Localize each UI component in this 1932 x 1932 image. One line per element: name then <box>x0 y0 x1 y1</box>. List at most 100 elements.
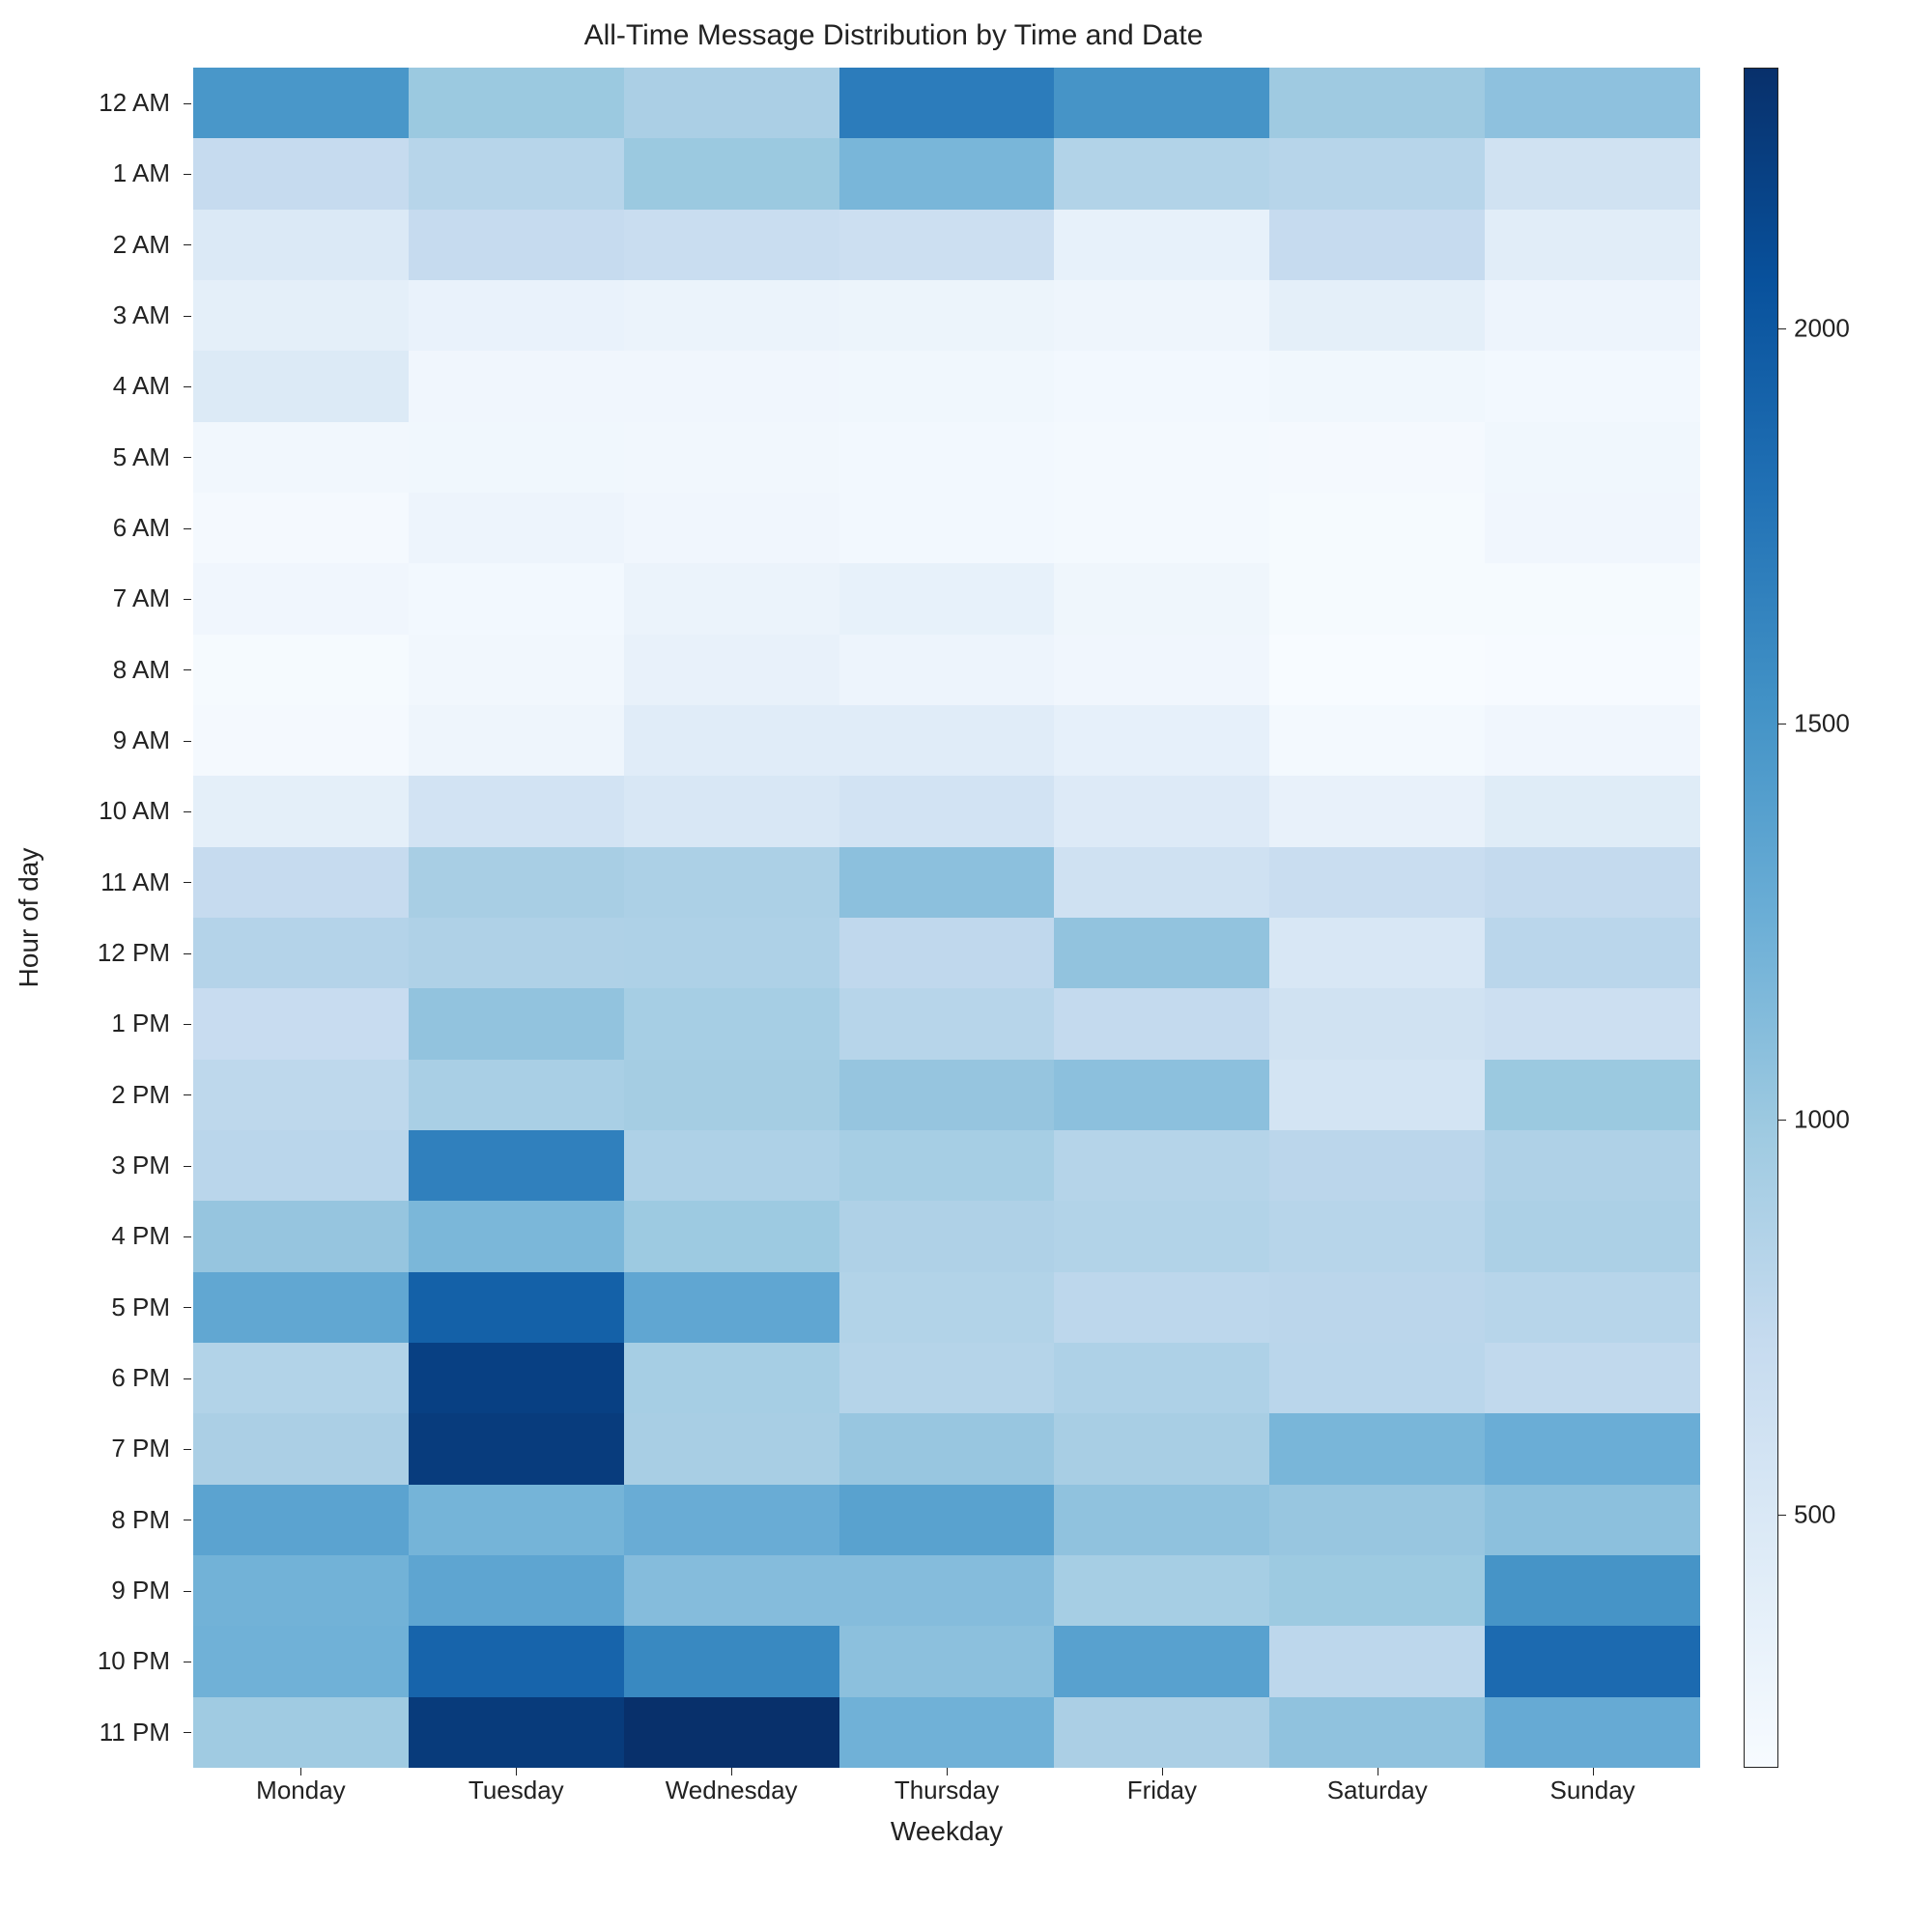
heatmap-cell <box>839 280 1055 351</box>
heatmap-cell <box>1485 1413 1700 1484</box>
heatmap-cell <box>839 1555 1055 1626</box>
heatmap-cell <box>624 1343 839 1413</box>
heatmap-cell <box>1054 280 1269 351</box>
heatmap-cell <box>624 563 839 634</box>
heatmap-cell <box>839 1272 1055 1343</box>
heatmap-cell <box>193 1130 409 1201</box>
heatmap-cell <box>409 422 624 493</box>
heatmap-area <box>193 68 1700 1768</box>
heatmap-cell <box>193 1626 409 1696</box>
y-tick-label: 1 PM <box>0 988 184 1059</box>
heatmap-cell <box>624 422 839 493</box>
heatmap-cell <box>839 988 1055 1059</box>
y-tick-label: 2 AM <box>0 210 184 280</box>
heatmap-cell <box>193 988 409 1059</box>
y-tick-label: 4 PM <box>0 1201 184 1271</box>
heatmap-cell <box>193 351 409 421</box>
heatmap-cell <box>409 705 624 776</box>
heatmap-cell <box>1485 210 1700 280</box>
heatmap-cell <box>624 635 839 705</box>
heatmap-cell <box>1485 563 1700 634</box>
heatmap-cell <box>624 1626 839 1696</box>
heatmap-cell <box>1485 1626 1700 1696</box>
heatmap-cell <box>409 1272 624 1343</box>
heatmap-cell <box>193 635 409 705</box>
heatmap-cell <box>839 1485 1055 1555</box>
x-tick-label: Friday <box>1054 1776 1269 1814</box>
heatmap-cell <box>193 1413 409 1484</box>
heatmap-cell <box>1485 1485 1700 1555</box>
heatmap-cell <box>1485 1130 1700 1201</box>
y-tick-label: 5 AM <box>0 422 184 493</box>
heatmap-cell <box>624 988 839 1059</box>
heatmap-cell <box>1054 1272 1269 1343</box>
heatmap-cell <box>839 635 1055 705</box>
x-tick-label: Sunday <box>1485 1776 1700 1814</box>
heatmap-cell <box>409 1697 624 1768</box>
heatmap-cell <box>1485 988 1700 1059</box>
heatmap-cell <box>624 847 839 918</box>
heatmap-cell <box>409 280 624 351</box>
heatmap-cell <box>839 422 1055 493</box>
y-tick-label: 4 AM <box>0 351 184 421</box>
heatmap-cell <box>193 422 409 493</box>
heatmap-cell <box>624 1060 839 1130</box>
y-tick-label: 1 AM <box>0 138 184 209</box>
heatmap-cell <box>624 1272 839 1343</box>
y-tick-label: 10 PM <box>0 1626 184 1696</box>
heatmap-cell <box>624 918 839 988</box>
heatmap-cell <box>1485 68 1700 138</box>
heatmap-cell <box>193 847 409 918</box>
x-axis-title: Weekday <box>193 1816 1700 1847</box>
heatmap-cell <box>839 68 1055 138</box>
heatmap-cell <box>839 1201 1055 1271</box>
heatmap-cell <box>839 1060 1055 1130</box>
y-tick-label: 3 AM <box>0 280 184 351</box>
heatmap-cell <box>1485 493 1700 563</box>
heatmap-cell <box>1269 280 1485 351</box>
colorbar-gradient <box>1744 68 1778 1768</box>
y-tick-label: 9 PM <box>0 1555 184 1626</box>
heatmap-cell <box>839 351 1055 421</box>
heatmap-cell <box>1054 351 1269 421</box>
heatmap-cell <box>193 918 409 988</box>
heatmap-cell <box>1269 493 1485 563</box>
heatmap-cell <box>1054 493 1269 563</box>
heatmap-cell <box>409 1060 624 1130</box>
heatmap-cell <box>409 68 624 138</box>
heatmap-cell <box>409 1343 624 1413</box>
heatmap-cell <box>624 1130 839 1201</box>
heatmap-cell <box>409 351 624 421</box>
heatmap-cell <box>1269 1130 1485 1201</box>
heatmap-cell <box>1485 776 1700 846</box>
heatmap-cell <box>624 493 839 563</box>
colorbar-tick <box>1778 328 1786 329</box>
heatmap-cell <box>409 988 624 1059</box>
colorbar: 500100015002000 <box>1744 68 1898 1768</box>
heatmap-cell <box>409 776 624 846</box>
heatmap-cell <box>1054 1343 1269 1413</box>
heatmap-cell <box>409 635 624 705</box>
heatmap-cell <box>193 1343 409 1413</box>
heatmap-cell <box>839 493 1055 563</box>
colorbar-tick-label: 2000 <box>1794 314 1850 344</box>
colorbar-tick <box>1778 1515 1786 1516</box>
heatmap-cell <box>839 210 1055 280</box>
heatmap-cell <box>1269 210 1485 280</box>
heatmap-cell <box>409 563 624 634</box>
heatmap-cell <box>1269 1272 1485 1343</box>
heatmap-cell <box>1269 1626 1485 1696</box>
heatmap-cell <box>1269 1201 1485 1271</box>
heatmap-cell <box>1485 351 1700 421</box>
colorbar-tick-label: 500 <box>1794 1500 1835 1530</box>
heatmap-cell <box>1269 1485 1485 1555</box>
heatmap-cell <box>839 1626 1055 1696</box>
heatmap-cell <box>409 138 624 209</box>
heatmap-cell <box>839 138 1055 209</box>
heatmap-cell <box>839 776 1055 846</box>
heatmap-cell <box>409 1626 624 1696</box>
heatmap-cell <box>1269 1413 1485 1484</box>
y-tick-label: 8 PM <box>0 1485 184 1555</box>
y-axis-title: Hour of day <box>14 848 44 988</box>
heatmap-cell <box>1269 1697 1485 1768</box>
